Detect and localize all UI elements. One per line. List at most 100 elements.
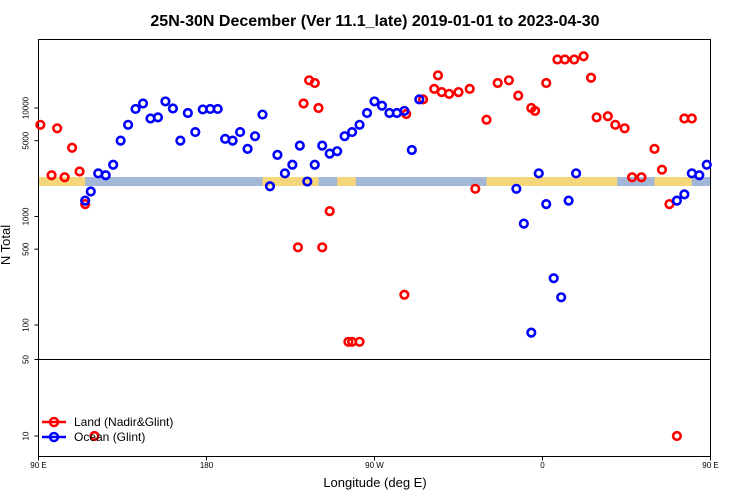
land-point xyxy=(66,142,78,153)
land-point xyxy=(649,143,660,154)
ocean-point xyxy=(257,109,268,120)
land-point xyxy=(626,172,638,183)
ocean-point xyxy=(80,195,91,206)
ocean-point xyxy=(511,183,522,194)
land-point xyxy=(59,172,70,183)
upper-plot-frame xyxy=(38,39,711,360)
ocean-point xyxy=(294,140,305,151)
ocean-point xyxy=(123,119,134,130)
land-segment xyxy=(654,177,692,186)
ocean-point xyxy=(376,100,388,111)
land-point xyxy=(481,114,492,125)
land-point xyxy=(464,83,475,94)
ocean-point xyxy=(369,96,380,107)
ocean-point xyxy=(100,170,111,181)
ocean-point xyxy=(152,112,164,123)
x-tick-label: 90 W xyxy=(365,461,384,470)
legend: Land (Nadir&Glint) Ocean (Glint) xyxy=(42,415,173,444)
ocean-point xyxy=(671,195,683,206)
y-tick-label: 1000 xyxy=(22,207,31,225)
ocean-point xyxy=(85,186,96,197)
data-points xyxy=(35,51,712,442)
y-tick-label: 500 xyxy=(22,242,31,256)
ocean-point xyxy=(175,135,186,146)
ocean-point xyxy=(182,107,193,119)
ocean-point xyxy=(406,144,417,156)
land-segment xyxy=(337,177,356,186)
y-tick-label: 10 xyxy=(22,431,31,440)
x-tick-label: 90 E xyxy=(30,461,46,470)
x-tick-label: 90 E xyxy=(702,461,718,470)
land-point xyxy=(298,98,309,109)
land-point xyxy=(89,430,100,442)
land-point xyxy=(541,77,552,89)
ocean-point xyxy=(414,94,425,105)
x-tick-label: 180 xyxy=(200,461,214,470)
land-point xyxy=(444,88,455,99)
legend-land-marker xyxy=(48,416,60,428)
ocean-point xyxy=(287,159,298,170)
land-mask-strip xyxy=(38,177,711,186)
ocean-strip xyxy=(38,177,711,186)
land-point xyxy=(46,170,57,181)
ocean-point xyxy=(563,195,574,206)
ocean-point xyxy=(272,149,283,160)
ocean-point xyxy=(235,126,246,138)
ocean-point xyxy=(279,168,291,179)
land-point xyxy=(569,54,580,65)
land-point xyxy=(585,72,597,83)
land-point xyxy=(503,75,515,86)
land-point xyxy=(74,166,85,177)
ocean-point xyxy=(679,189,690,200)
land-segment xyxy=(262,177,319,186)
land-point xyxy=(578,51,589,62)
ocean-point xyxy=(533,168,544,179)
ocean-point xyxy=(701,159,712,170)
ocean-point xyxy=(264,181,276,192)
ocean-point xyxy=(556,292,567,303)
ocean-point xyxy=(167,103,178,114)
ocean-point xyxy=(227,135,238,146)
ocean-point xyxy=(130,103,141,115)
legend-land-label: Land (Nadir&Glint) xyxy=(74,415,173,429)
y-tick-label: 10000 xyxy=(22,96,31,119)
x-axis-label: Longitude (deg E) xyxy=(323,475,426,490)
land-point xyxy=(686,113,697,124)
ocean-point xyxy=(302,176,313,187)
y-tick-label: 5000 xyxy=(22,131,31,149)
ocean-point xyxy=(354,119,365,130)
land-point xyxy=(317,242,328,253)
land-point xyxy=(52,123,63,134)
land-point xyxy=(470,183,481,194)
land-point xyxy=(513,90,524,101)
land-point xyxy=(313,102,324,114)
ocean-point xyxy=(541,199,552,210)
ocean-point xyxy=(332,146,343,157)
land-point xyxy=(80,199,91,210)
ocean-point xyxy=(212,103,223,115)
ocean-point xyxy=(190,126,201,138)
land-point xyxy=(309,77,320,89)
ocean-point xyxy=(548,273,559,284)
land-segment xyxy=(486,177,618,186)
land-point xyxy=(35,119,46,130)
ocean-point xyxy=(309,159,320,170)
legend-ocean-marker xyxy=(48,431,60,443)
ocean-point xyxy=(347,126,358,138)
x-axis-ticks: 90 E 180 90 W 0 90 E xyxy=(30,456,719,470)
land-point xyxy=(324,206,335,217)
y-axis-ticks: 100 500 1000 5000 10000 50 10 xyxy=(22,96,39,440)
land-point xyxy=(529,105,541,117)
ocean-point xyxy=(518,218,529,229)
ocean-point xyxy=(399,105,410,117)
ocean-point xyxy=(694,170,705,181)
land-point xyxy=(671,430,683,442)
land-point xyxy=(354,336,365,347)
land-point xyxy=(399,289,410,300)
legend-ocean-label: Ocean (Glint) xyxy=(74,430,145,444)
land-point xyxy=(559,54,571,65)
ocean-point xyxy=(570,168,582,179)
land-point xyxy=(636,172,647,183)
ocean-point xyxy=(108,159,119,170)
